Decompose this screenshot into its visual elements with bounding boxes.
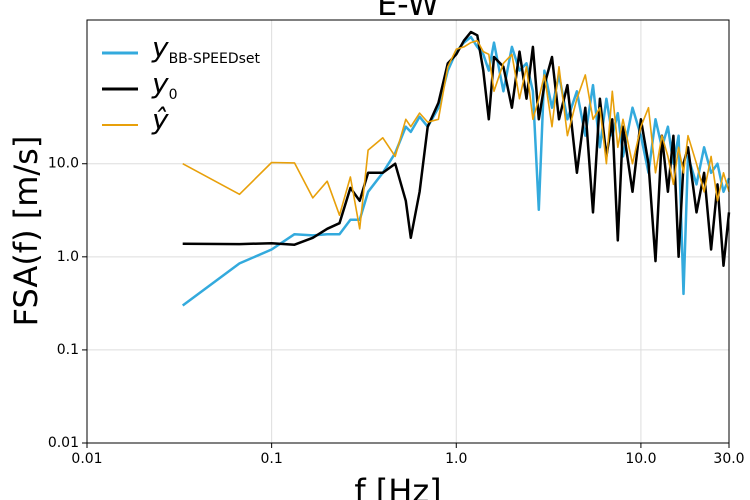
x-tick-label: 0.1 [261,451,283,467]
x-tick-label: 0.01 [71,451,102,467]
x-tick-label: 10.0 [625,451,656,467]
legend-label: yBB-SPEEDset [151,31,261,67]
y-tick-label: 10.0 [48,156,79,172]
plot-frame [86,19,730,444]
y-tick-label: 1.0 [57,249,79,265]
y-axis-label: FSA(f) [m/s] [7,136,45,327]
x-axis-label: f [Hz] [354,472,441,500]
x-tick-label: 30.0 [713,451,744,467]
y-tick-label: 0.1 [57,342,79,358]
series-line [181,35,731,307]
legend-label: y0 [151,67,178,103]
series-line [182,30,731,268]
series-line [182,39,730,230]
legend-label: ŷ [151,103,169,136]
chart-title: E-W [377,0,439,23]
y-tick-label: 0.01 [48,435,79,451]
x-tick-label: 1.0 [445,451,467,467]
